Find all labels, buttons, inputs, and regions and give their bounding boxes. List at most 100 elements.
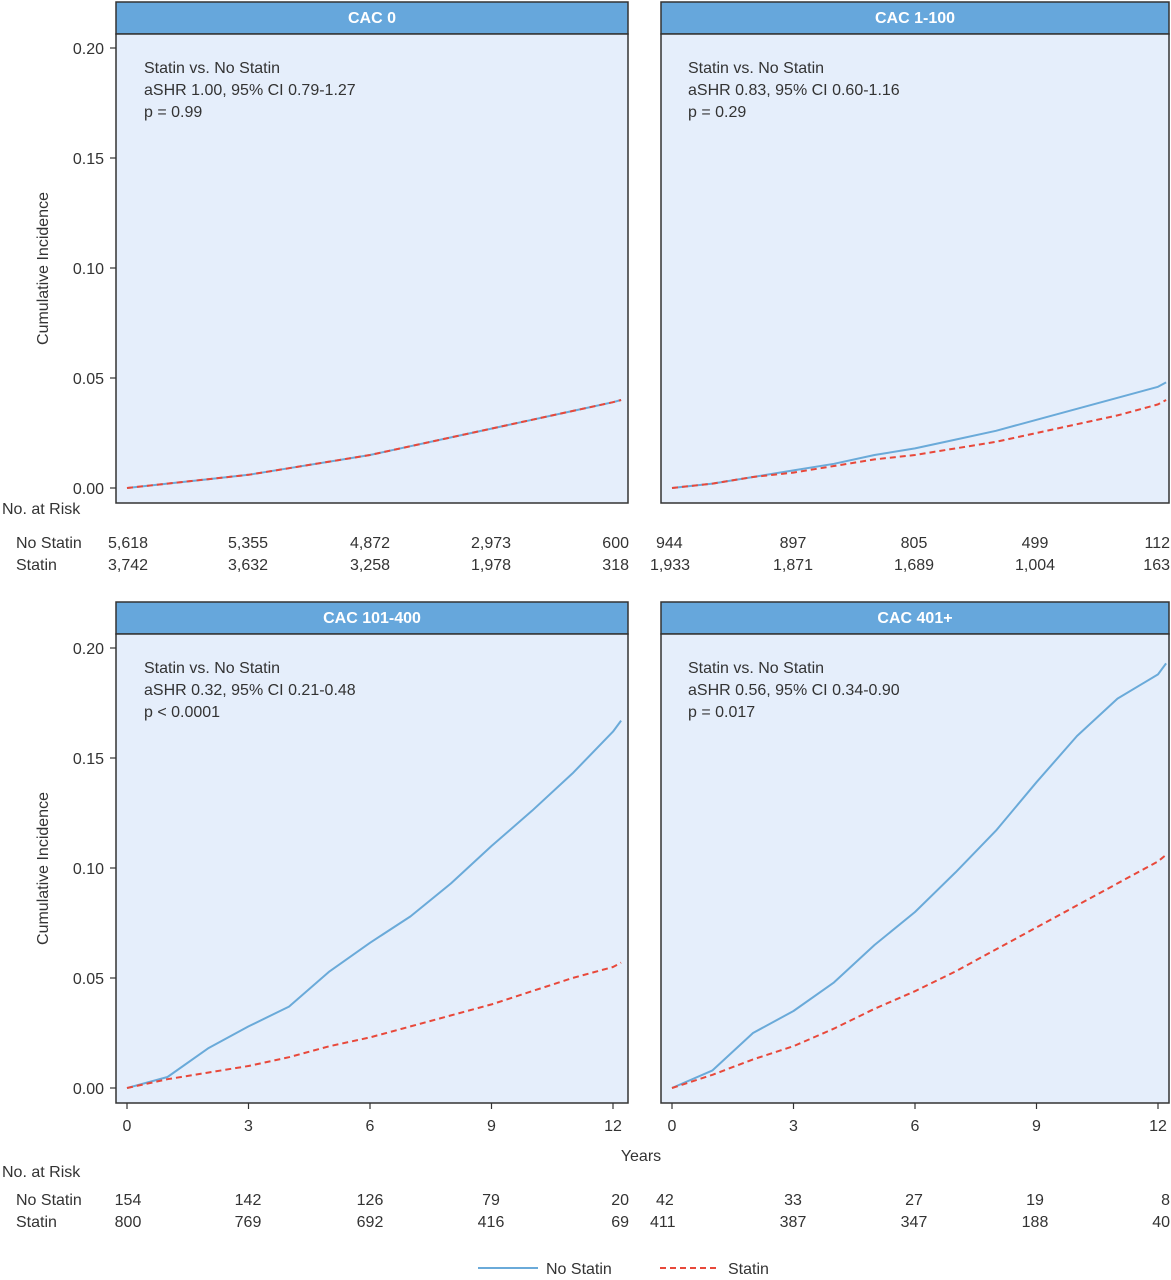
panel-4: CAC 401+ 0 3 6 9 12 Statin vs. No Statin aSHR 0…	[650, 601, 1170, 1231]
risk-table-header: No. at Risk	[2, 1164, 81, 1181]
series-line-statin	[126, 961, 622, 1089]
y-tick-label: 0.00	[73, 481, 104, 498]
series-line-no-statin	[126, 720, 622, 1089]
panel-title: CAC 1-100	[875, 10, 955, 27]
panel-strip	[115, 1, 629, 35]
at-risk-value: 2,973	[471, 535, 511, 552]
x-tick-label: 3	[789, 1118, 798, 1135]
series-line-statin	[671, 854, 1167, 1089]
y-tick-label: 0.20	[73, 41, 104, 58]
at-risk-value: 692	[357, 1214, 384, 1231]
x-tick-label: 6	[911, 1118, 920, 1135]
at-risk-value: 8	[1161, 1192, 1170, 1209]
x-tick-label: 3	[244, 1118, 253, 1135]
risk-row-label-statin: Statin	[16, 557, 57, 574]
panel-2: CAC 1-100 Statin vs. No Statin aSHR 0.83, …	[650, 1, 1170, 574]
at-risk-value: 42	[656, 1192, 674, 1209]
risk-table-header: No. at Risk	[2, 501, 81, 518]
at-risk-value: 318	[602, 557, 629, 574]
at-risk-value: 387	[780, 1214, 807, 1231]
at-risk-value: 126	[357, 1192, 384, 1209]
plot-area	[660, 633, 1170, 1104]
at-risk-value: 69	[611, 1214, 629, 1231]
at-risk-value: 4,872	[350, 535, 390, 552]
panel-annotation-line: aSHR 1.00, 95% CI 0.79-1.27	[144, 82, 356, 99]
at-risk-value: 3,742	[108, 557, 148, 574]
legend: No Statin Statin	[478, 1261, 769, 1278]
at-risk-value: 800	[115, 1214, 142, 1231]
panel-annotation-line: aSHR 0.32, 95% CI 0.21-0.48	[144, 682, 356, 699]
at-risk-value: 411	[650, 1214, 676, 1231]
at-risk-value: 163	[1143, 557, 1170, 574]
series-line-no-statin	[671, 381, 1167, 489]
panel-annotation-line: p = 0.017	[688, 704, 755, 721]
at-risk-value: 944	[656, 535, 683, 552]
y-tick-label: 0.05	[73, 371, 104, 388]
x-tick-label: 0	[668, 1118, 677, 1135]
panel-annotation-line: Statin vs. No Statin	[688, 660, 824, 677]
panel-annotation-line: Statin vs. No Statin	[144, 660, 280, 677]
panel-title: CAC 101-400	[323, 610, 421, 627]
panel-annotation-line: Statin vs. No Statin	[688, 60, 824, 77]
panel-1: CAC 0 0.00 0.05 0.10 0.15 0.20 Cumulative Inci…	[35, 1, 629, 574]
y-axis-title: Cumulative Incidence	[35, 192, 52, 345]
risk-row-label-no-statin: No Statin	[16, 1192, 82, 1209]
at-risk-value: 600	[602, 535, 629, 552]
at-risk-value: 1,978	[471, 557, 511, 574]
at-risk-value: 112	[1144, 535, 1170, 552]
panel-title: CAC 401+	[877, 610, 952, 627]
panel-annotation-line: p = 0.99	[144, 104, 202, 121]
at-risk-value: 347	[901, 1214, 928, 1231]
at-risk-value: 769	[235, 1214, 262, 1231]
panel-strip	[660, 601, 1170, 635]
y-tick-label: 0.00	[73, 1081, 104, 1098]
at-risk-value: 3,632	[228, 557, 268, 574]
legend-label-statin: Statin	[728, 1261, 769, 1278]
at-risk-value: 5,355	[228, 535, 268, 552]
at-risk-value: 154	[115, 1192, 142, 1209]
panel-annotation-line: aSHR 0.83, 95% CI 0.60-1.16	[688, 82, 900, 99]
panel-annotation-line: p = 0.29	[688, 104, 746, 121]
at-risk-value: 19	[1026, 1192, 1044, 1209]
legend-label-no-statin: No Statin	[546, 1261, 612, 1278]
panel-title: CAC 0	[348, 10, 396, 27]
plot-area	[115, 33, 629, 504]
at-risk-value: 188	[1022, 1214, 1049, 1231]
at-risk-value: 20	[611, 1192, 629, 1209]
risk-row-label-statin: Statin	[16, 1214, 57, 1231]
at-risk-value: 1,689	[894, 557, 934, 574]
at-risk-value: 1,933	[650, 557, 690, 574]
at-risk-value: 79	[482, 1192, 500, 1209]
y-tick-label: 0.15	[73, 151, 104, 168]
at-risk-value: 40	[1152, 1214, 1170, 1231]
x-tick-label: 6	[366, 1118, 375, 1135]
panel-strip	[660, 1, 1170, 35]
at-risk-value: 33	[784, 1192, 802, 1209]
series-line-no-statin	[671, 662, 1167, 1089]
y-tick-label: 0.15	[73, 751, 104, 768]
series-line-statin	[126, 399, 622, 489]
plot-area	[115, 633, 629, 1104]
plot-area	[660, 33, 1170, 504]
y-tick-label: 0.10	[73, 261, 104, 278]
x-tick-label: 9	[487, 1118, 496, 1135]
at-risk-value: 805	[901, 535, 928, 552]
at-risk-value: 142	[235, 1192, 262, 1209]
at-risk-value: 5,618	[108, 535, 148, 552]
at-risk-value: 3,258	[350, 557, 390, 574]
at-risk-value: 499	[1022, 535, 1049, 552]
panel-annotation-line: Statin vs. No Statin	[144, 60, 280, 77]
y-tick-label: 0.05	[73, 971, 104, 988]
y-tick-label: 0.20	[73, 641, 104, 658]
at-risk-value: 1,871	[773, 557, 813, 574]
at-risk-value: 1,004	[1015, 557, 1055, 574]
x-tick-label: 12	[604, 1118, 622, 1135]
series-line-statin	[671, 399, 1167, 489]
x-axis-title: Years	[621, 1148, 661, 1165]
x-tick-label: 0	[123, 1118, 132, 1135]
at-risk-value: 897	[780, 535, 807, 552]
at-risk-value: 416	[478, 1214, 505, 1231]
risk-row-label-no-statin: No Statin	[16, 535, 82, 552]
panel-annotation-line: aSHR 0.56, 95% CI 0.34-0.90	[688, 682, 900, 699]
